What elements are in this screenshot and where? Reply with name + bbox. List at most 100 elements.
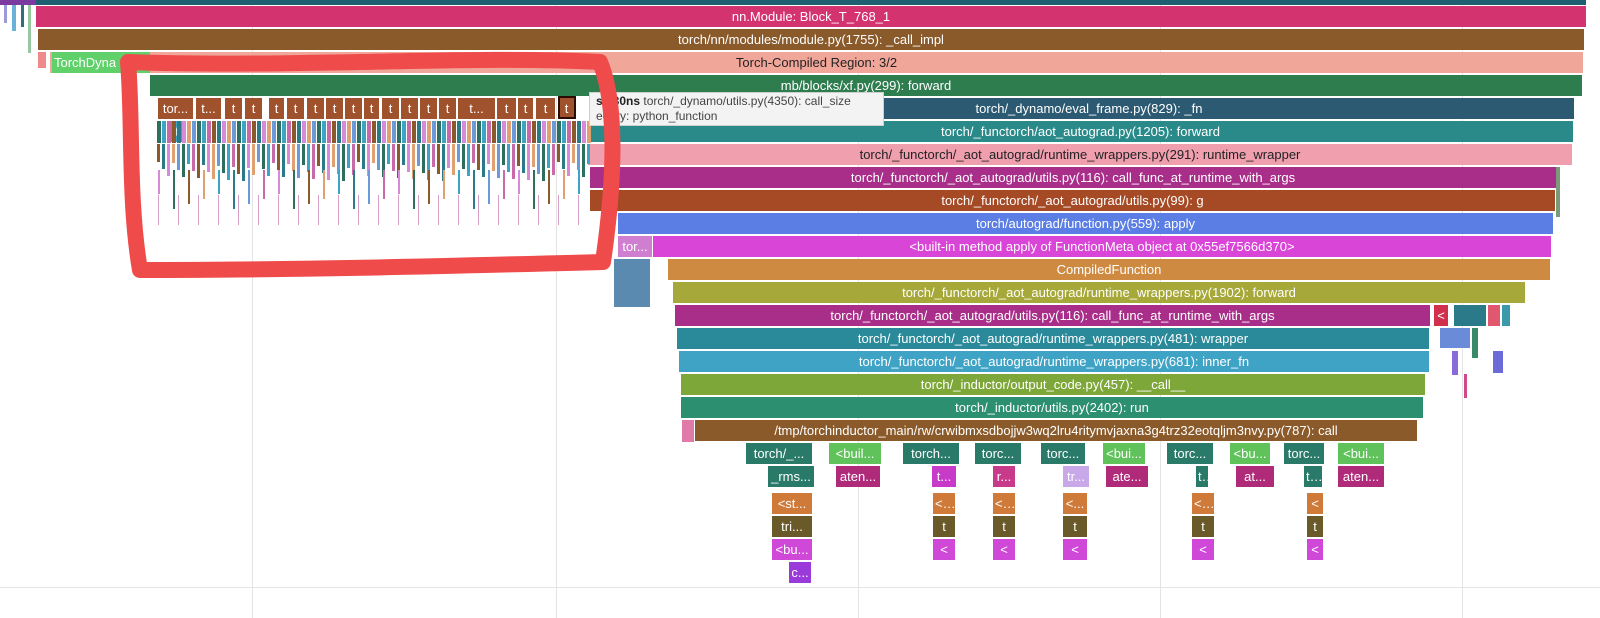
frame-aot-autograd-forward[interactable]: torch/_functorch/aot_autograd.py(1205): … [588, 121, 1573, 142]
frame-builtin[interactable]: < [993, 539, 1015, 560]
slice[interactable] [342, 144, 345, 181]
frame-sub-call[interactable]: t... [458, 98, 495, 119]
slice[interactable] [157, 144, 160, 162]
slice[interactable] [387, 144, 390, 164]
frame-sub-call[interactable]: t [439, 98, 456, 119]
slice[interactable] [367, 121, 371, 143]
slice[interactable] [457, 121, 461, 143]
slice[interactable] [587, 144, 590, 164]
slice[interactable] [447, 144, 450, 168]
frame-kernel[interactable]: torch/_... [746, 443, 812, 464]
slice[interactable] [492, 144, 495, 171]
slice[interactable] [322, 144, 325, 173]
frame-op[interactable]: t... [1304, 466, 1322, 487]
slice[interactable] [458, 195, 459, 225]
slice[interactable] [162, 121, 166, 143]
slice[interactable] [247, 121, 251, 143]
slice[interactable] [1440, 328, 1470, 348]
slice[interactable] [512, 121, 516, 143]
slice[interactable] [248, 170, 250, 204]
frame-op[interactable]: t... [932, 466, 956, 487]
frame-st[interactable]: <st... [772, 493, 812, 514]
slice[interactable] [522, 121, 526, 143]
slice[interactable] [337, 121, 341, 143]
slice[interactable] [292, 144, 295, 171]
slice[interactable] [302, 121, 306, 143]
frame-builtin[interactable]: < [933, 539, 955, 560]
slice[interactable] [488, 170, 490, 204]
slice[interactable] [332, 121, 336, 143]
frame-builtin[interactable]: < [1063, 539, 1087, 560]
frame-st[interactable]: <... [993, 493, 1015, 514]
slice[interactable] [347, 121, 351, 143]
frame-kernel[interactable]: torch... [903, 443, 959, 464]
slice[interactable] [358, 195, 359, 225]
slice[interactable] [252, 121, 256, 143]
slice[interactable] [197, 121, 201, 143]
frame-kernel[interactable]: torc... [1041, 443, 1085, 464]
slice[interactable] [457, 144, 460, 162]
slice[interactable] [462, 121, 466, 143]
slice[interactable] [212, 144, 215, 179]
slice[interactable] [437, 121, 441, 143]
slice[interactable] [258, 195, 259, 225]
slice[interactable] [562, 121, 566, 143]
frame-op[interactable]: tr... [1063, 466, 1089, 487]
slice[interactable] [267, 144, 270, 176]
slice[interactable] [392, 121, 396, 143]
slice[interactable] [417, 121, 421, 143]
slice[interactable] [582, 144, 585, 177]
slice[interactable] [558, 195, 559, 225]
slice[interactable] [357, 121, 361, 143]
slice[interactable] [432, 144, 435, 167]
slice[interactable] [232, 121, 236, 143]
slice[interactable] [452, 121, 456, 143]
slice[interactable] [308, 170, 310, 204]
slice[interactable] [272, 144, 275, 163]
frame-sub-call[interactable]: t [382, 98, 399, 119]
slice[interactable] [192, 121, 196, 143]
slice[interactable] [537, 121, 541, 143]
slice[interactable] [467, 121, 471, 143]
slice[interactable] [477, 144, 480, 170]
slice[interactable] [482, 144, 485, 177]
slice[interactable] [472, 121, 476, 143]
slice[interactable] [12, 5, 16, 31]
slice[interactable] [537, 144, 540, 174]
slice[interactable] [577, 121, 581, 143]
slice[interactable] [407, 121, 411, 143]
slice[interactable] [1464, 374, 1467, 398]
frame-sub-call[interactable]: t [420, 98, 437, 119]
slice[interactable] [443, 170, 445, 199]
frame-op[interactable]: at... [1236, 466, 1274, 487]
slice[interactable] [462, 144, 465, 169]
slice[interactable] [378, 195, 379, 225]
slice[interactable] [327, 144, 330, 180]
slice[interactable] [318, 195, 319, 225]
frame-kernel[interactable]: torc... [975, 443, 1021, 464]
frame-op[interactable]: _rms... [768, 466, 814, 487]
frame-builtin[interactable]: < [1307, 539, 1323, 560]
slice[interactable] [297, 121, 301, 143]
slice[interactable] [502, 121, 506, 143]
slice[interactable] [192, 144, 195, 171]
slice[interactable] [278, 170, 280, 194]
slice[interactable] [187, 121, 191, 143]
slice[interactable] [362, 144, 365, 169]
frame-c[interactable]: c... [789, 562, 811, 583]
slice[interactable] [582, 121, 586, 143]
frame-inductor-run[interactable]: torch/_inductor/utils.py(2402): run [681, 397, 1423, 418]
slice[interactable] [1493, 351, 1503, 373]
slice[interactable] [447, 121, 451, 143]
slice[interactable] [507, 121, 511, 143]
slice[interactable] [557, 144, 560, 162]
slice[interactable] [237, 121, 241, 143]
frame-torch-dynamo[interactable]: TorchDyna [52, 52, 150, 73]
slice[interactable] [293, 170, 295, 209]
frame-block[interactable]: nn.Module: Block_T_768_1 [36, 6, 1586, 27]
slice[interactable] [323, 170, 325, 199]
slice[interactable] [432, 121, 436, 143]
slice[interactable] [557, 121, 561, 143]
slice[interactable] [238, 195, 239, 225]
